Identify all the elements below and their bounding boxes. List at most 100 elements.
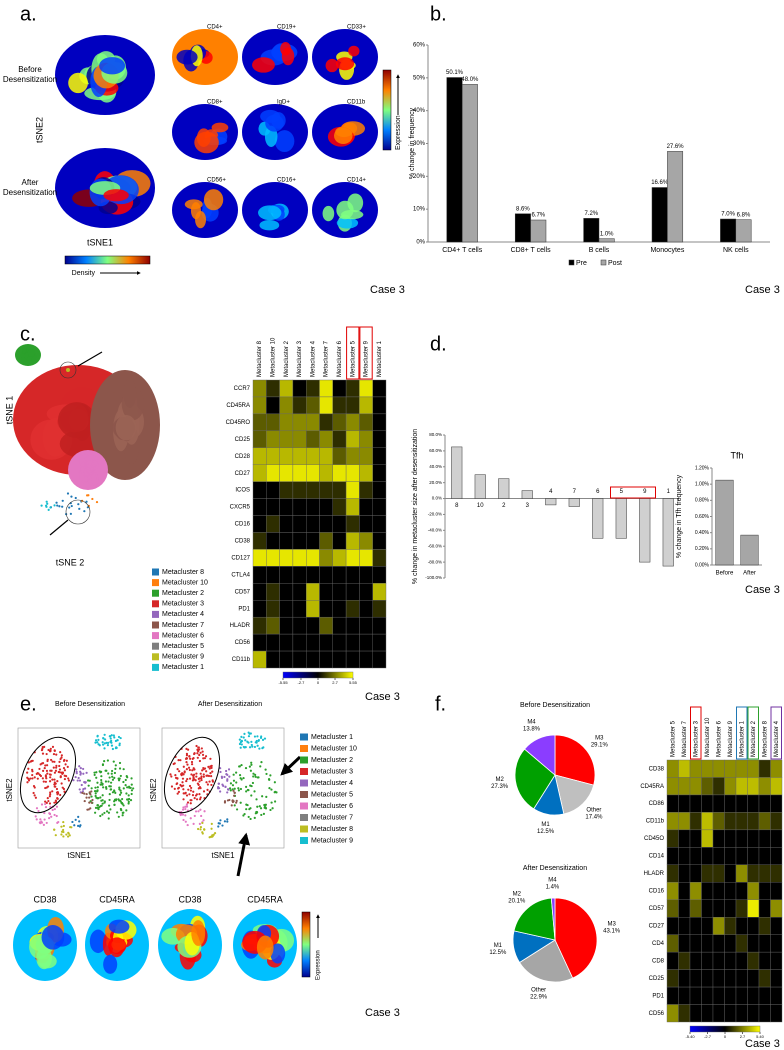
y-tick-label: -60.0%: [428, 543, 442, 548]
heatmap-cell: [332, 464, 347, 482]
tsne-dot: [127, 797, 131, 801]
tsne-dot: [117, 779, 121, 782]
tsne-dot: [89, 793, 92, 796]
tsne-dot: [182, 818, 185, 822]
x-tick-label: 5: [620, 489, 624, 495]
legend-swatch: [152, 663, 159, 671]
pie-value-label: 20.1%: [508, 898, 526, 904]
tsne-dot: [259, 807, 263, 810]
heatmap-cell: [359, 515, 373, 533]
column-label: Metacluster 5: [350, 340, 356, 377]
heatmap-cell: [678, 986, 691, 1005]
tsne-dot: [51, 760, 54, 763]
tsne-dot: [56, 793, 59, 796]
tsne-dot: [94, 811, 97, 814]
tsne-dot: [27, 779, 31, 782]
tsne-dot: [229, 782, 233, 785]
heatmap-cell: [306, 481, 320, 499]
heatmap-cell: [332, 379, 347, 398]
tsne-dot: [110, 741, 113, 744]
pointer: [236, 832, 251, 877]
row-label: CD11b: [646, 819, 665, 825]
heatmap-cell: [678, 777, 691, 796]
tsne-dot: [51, 745, 55, 748]
callout-dot: [66, 368, 70, 372]
legend-swatch: [300, 756, 308, 764]
tsne-blob: [27, 356, 32, 362]
heatmap-cell: [712, 864, 725, 883]
tsne-dot: [188, 768, 191, 772]
row-label: CD56: [235, 640, 251, 646]
heatmap-cell: [735, 864, 748, 883]
tsne-dot: [238, 742, 242, 746]
tsne-dot: [111, 775, 114, 778]
tsne-dot: [176, 777, 179, 780]
tsne-dot: [247, 735, 251, 738]
heatmap-cell: [279, 413, 294, 432]
tsne-dot: [113, 798, 117, 801]
heatmap-cell: [770, 882, 783, 900]
tsne-dot: [269, 774, 272, 777]
heatmap-cell: [758, 899, 771, 918]
tsne-dot: [127, 794, 130, 797]
y-tick-label: -40.0%: [428, 528, 442, 533]
pie-label: M2: [495, 777, 504, 783]
tsne-dot: [77, 815, 80, 818]
tsne-dot: [41, 752, 45, 755]
heatmap-cell: [332, 532, 347, 550]
heatmap-cell: [292, 379, 307, 398]
pie-value-label: 12.5%: [537, 829, 555, 835]
y-tick-label: 0.0%: [432, 496, 442, 501]
tsne-dot: [221, 824, 224, 827]
bar: [715, 479, 734, 566]
heatmap-cell: [666, 899, 679, 918]
tsne-dot: [103, 742, 106, 745]
heatmap-cell: [279, 515, 294, 533]
column-label: Metacluster 9: [364, 340, 370, 377]
heatmap-cell: [678, 882, 691, 900]
legend-label: Metacluster 8: [311, 826, 353, 833]
tsne-dot: [127, 800, 130, 803]
heatmap-cell: [666, 864, 679, 883]
tsne-dot: [103, 733, 106, 736]
heatmap-cell: [359, 566, 373, 584]
tsne-dot: [66, 492, 70, 495]
tsne-dot: [77, 503, 80, 506]
tsne-dot: [26, 771, 29, 774]
heatmap-cell: [758, 917, 771, 935]
tsne-dot: [127, 785, 131, 788]
column-highlight: [747, 706, 759, 760]
tsne-dot: [112, 734, 115, 737]
heatmap-cell: [332, 616, 347, 635]
tsne-dot: [100, 804, 103, 807]
tsne-dot: [185, 752, 189, 755]
heatmap-cell: [372, 515, 387, 533]
expression-colorbar: [301, 911, 311, 978]
tsne-dot: [51, 778, 54, 781]
legend-label: Metacluster 2: [311, 757, 353, 764]
bar: [498, 478, 510, 499]
column-label: Metacluster 2: [751, 720, 757, 757]
tsne-dot: [185, 794, 189, 797]
tsne-dot: [265, 772, 268, 776]
y-tick-label: 40.0%: [429, 464, 442, 469]
tsne-dot: [233, 794, 236, 797]
heatmap-cell: [306, 650, 320, 669]
tsne-dot: [244, 739, 247, 742]
tsne-dot: [113, 776, 116, 780]
tsne-dot: [195, 772, 198, 775]
heatmap-cell: [770, 917, 783, 935]
chart-title: Tfh: [730, 450, 743, 460]
tsne-dot: [223, 820, 227, 823]
tsne-blob: [89, 929, 107, 954]
tsne-dot: [95, 771, 98, 774]
y-tick-label: 0.20%: [695, 546, 710, 552]
tsne-dot: [111, 791, 115, 794]
legend-label: Metacluster 10: [311, 745, 357, 752]
tsne-dot: [205, 770, 208, 773]
tsne-dot: [249, 732, 252, 735]
tsne-dot: [191, 794, 195, 797]
tsne-dot: [101, 763, 105, 767]
tsne-dot: [243, 732, 246, 735]
tsne-dot: [26, 781, 29, 784]
